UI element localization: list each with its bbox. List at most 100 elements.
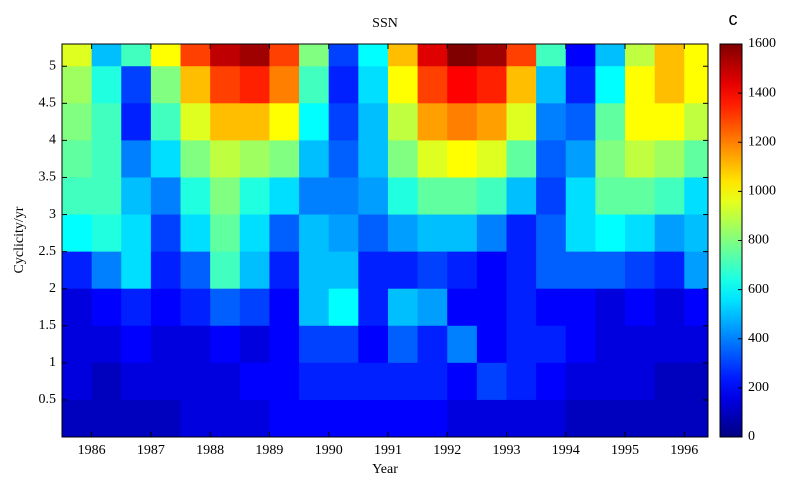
heat-cell [150, 214, 182, 253]
heat-cell [62, 399, 93, 437]
heat-cell [180, 214, 211, 253]
heat-cell [328, 103, 359, 141]
heat-cell [476, 214, 507, 253]
heat-cell [654, 66, 685, 104]
y-tick-label: 1.5 [39, 318, 57, 333]
y-tick-label: 0.5 [39, 392, 57, 407]
heat-cell [565, 214, 596, 253]
heat-cell [476, 140, 507, 178]
x-tick-label: 1994 [552, 443, 580, 458]
heat-cell [121, 399, 152, 437]
heat-cell [625, 288, 656, 327]
x-tick-label: 1986 [78, 443, 106, 458]
chart-title: SSN [372, 16, 398, 31]
heat-cell [210, 103, 241, 141]
heat-cell [417, 251, 448, 290]
y-axis-label: Cyclicity/yr [12, 206, 27, 273]
heat-cell [62, 103, 93, 141]
heat-cell [239, 214, 270, 253]
y-tick-label: 4.5 [39, 96, 57, 111]
heat-cell [62, 44, 93, 67]
heat-cell [299, 214, 330, 253]
heat-cell [595, 362, 626, 401]
heat-cell [358, 288, 389, 327]
heat-cell [417, 288, 448, 327]
colorbar-tick-label: 1400 [748, 85, 776, 100]
x-tick-label: 1989 [255, 443, 283, 458]
y-tick-label: 3.5 [39, 170, 57, 185]
heat-cell [565, 399, 596, 437]
heat-cell [506, 251, 537, 290]
heat-cell [62, 288, 93, 327]
heat-cell [684, 325, 708, 364]
heat-cell [269, 140, 300, 178]
heat-cell [625, 251, 656, 290]
heat-cell [328, 288, 359, 327]
heat-cell [358, 362, 389, 401]
heat-cell [536, 251, 567, 290]
heat-cell [417, 362, 448, 401]
heat-cell [91, 214, 122, 253]
heat-cell [536, 177, 567, 216]
heat-cell [269, 177, 300, 216]
heat-cell [180, 288, 211, 327]
heat-cell [299, 288, 330, 327]
heat-cell [91, 66, 122, 104]
heat-cell [684, 399, 708, 437]
heat-cell [299, 177, 330, 216]
heat-cell [121, 251, 152, 290]
heat-cell [506, 177, 537, 216]
heat-cell [358, 325, 389, 364]
heat-cell [654, 140, 685, 178]
heat-cell [210, 44, 241, 67]
heat-cell [536, 44, 567, 67]
y-tick-label: 2 [49, 281, 56, 296]
heat-cell [565, 140, 596, 178]
heat-cell [565, 288, 596, 327]
heat-cell [121, 177, 152, 216]
heat-cell [91, 44, 122, 67]
heat-cell [210, 251, 241, 290]
heat-cell [269, 103, 300, 141]
heat-cell [387, 399, 419, 437]
heat-cell [654, 288, 685, 327]
heat-cell [180, 177, 211, 216]
y-tick-label: 2.5 [39, 244, 57, 259]
heat-cell [358, 140, 389, 178]
heat-cell [328, 214, 359, 253]
colorbar-tick-label: 1600 [748, 36, 776, 51]
colorbar-tick-label: 1200 [748, 134, 776, 149]
heat-cell [654, 177, 685, 216]
heat-cell [210, 362, 241, 401]
heat-cell [387, 103, 419, 141]
heat-cell [417, 66, 448, 104]
heat-cell [62, 325, 93, 364]
heat-cell [387, 177, 419, 216]
heat-cell [595, 103, 626, 141]
heat-cell [269, 399, 300, 437]
heat-cell [121, 325, 152, 364]
heat-cell [91, 362, 122, 401]
heat-cell [595, 177, 626, 216]
heat-cell [239, 288, 270, 327]
heat-cell [447, 251, 478, 290]
heat-cell [447, 177, 478, 216]
y-tick-label: 3 [49, 207, 56, 222]
heat-cell [684, 288, 708, 327]
heat-cell [654, 399, 685, 437]
heat-cell [595, 140, 626, 178]
heat-cell [150, 66, 182, 104]
heat-cell [91, 103, 122, 141]
heat-cell [625, 66, 656, 104]
colorbar-tick-label: 400 [748, 331, 769, 346]
heat-cell [654, 362, 685, 401]
heat-cell [387, 251, 419, 290]
colorbar-tick-label: 0 [748, 429, 755, 444]
heat-cell [180, 66, 211, 104]
heat-cell [387, 325, 419, 364]
heat-cell [536, 103, 567, 141]
heat-cell [328, 177, 359, 216]
heat-cell [447, 140, 478, 178]
heat-cell [150, 251, 182, 290]
heat-cell [506, 44, 537, 67]
